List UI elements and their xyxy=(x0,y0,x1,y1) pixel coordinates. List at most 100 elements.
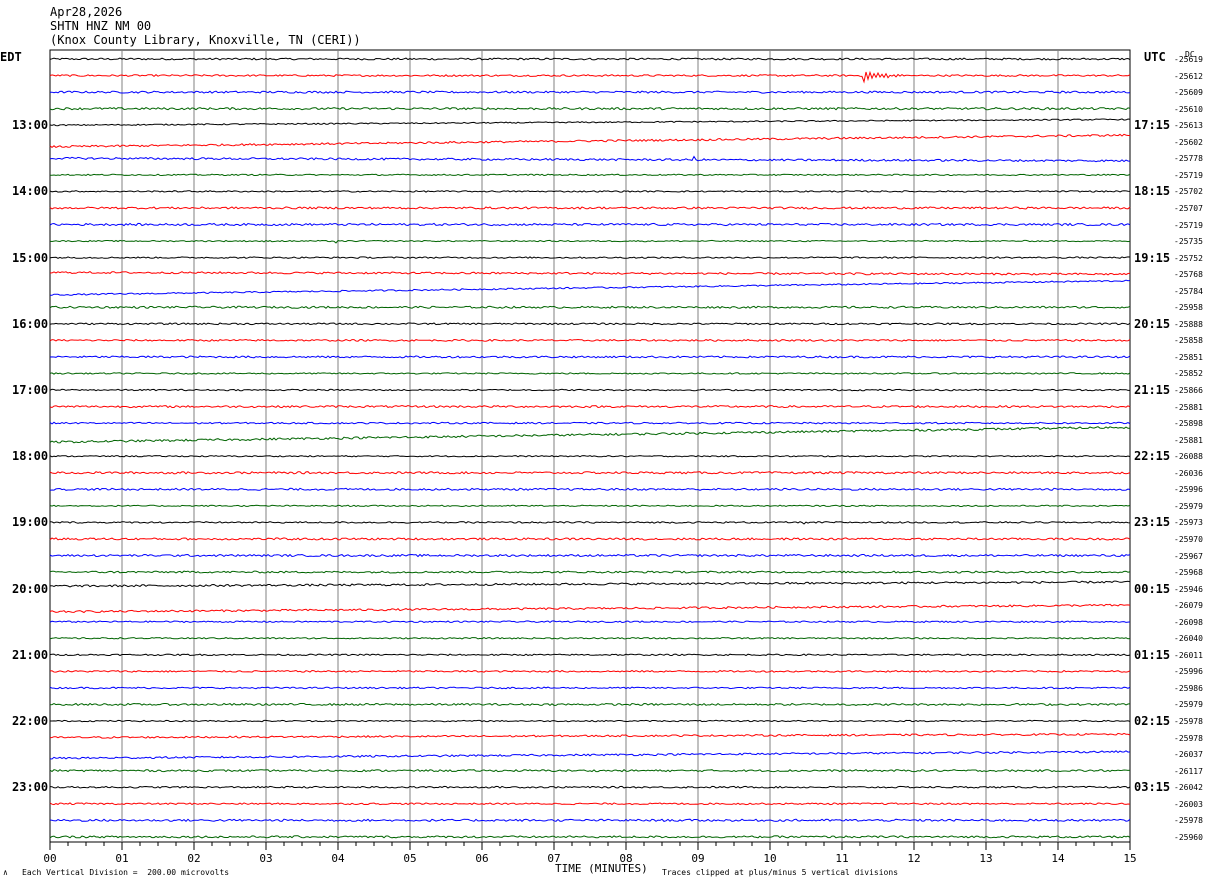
dc-offset-label: -25784 xyxy=(1174,286,1203,296)
dc-offset-label: -25996 xyxy=(1174,485,1203,495)
trace-row-3 xyxy=(49,106,1131,111)
scale-note: Each Vertical Division = 200.00 microvol… xyxy=(22,868,230,877)
corner-mark: ∧ xyxy=(3,868,8,877)
trace-row-27 xyxy=(49,504,1131,508)
dc-offset-label: -25946 xyxy=(1174,584,1203,594)
left-time-label: 21:00 xyxy=(12,647,49,662)
x-tick-label: 14 xyxy=(1051,852,1065,865)
dc-offset-label: -25707 xyxy=(1174,203,1203,213)
trace-row-12 xyxy=(49,256,1131,259)
dc-offset-label: -25619 xyxy=(1174,55,1203,64)
right-time-label: 03:15 xyxy=(1134,780,1171,795)
dc-offset-label: -25719 xyxy=(1174,170,1203,180)
trace-row-20 xyxy=(49,388,1130,392)
dc-offset-label: -25888 xyxy=(1174,319,1203,329)
dc-offset-label: -25602 xyxy=(1174,137,1203,147)
right-zone-label: UTC xyxy=(1144,50,1166,64)
trace-row-28 xyxy=(49,521,1131,525)
left-time-label: 18:00 xyxy=(12,449,49,464)
dc-offset-label: -25609 xyxy=(1174,88,1203,98)
left-time-label: 20:00 xyxy=(12,581,49,596)
x-tick-label: 10 xyxy=(763,852,776,865)
trace-row-0 xyxy=(49,57,1131,61)
dc-offset-label: -26117 xyxy=(1174,766,1203,776)
trace-row-19 xyxy=(49,372,1131,375)
dc-offset-label: -25702 xyxy=(1174,187,1203,197)
trace-row-40 xyxy=(50,719,1131,723)
dc-offset-label: -26079 xyxy=(1174,601,1203,611)
x-tick-label: 05 xyxy=(403,852,416,865)
right-time-label: 23:15 xyxy=(1134,515,1171,530)
trace-row-30 xyxy=(49,553,1131,558)
dc-offset-label: -25979 xyxy=(1174,501,1203,511)
dc-offset-label: -25610 xyxy=(1174,104,1203,114)
dc-offset-label: -25881 xyxy=(1174,402,1203,412)
dc-offset-label: -25986 xyxy=(1174,683,1203,693)
dc-offset-label: -25968 xyxy=(1174,568,1203,578)
x-tick-label: 12 xyxy=(907,852,920,865)
trace-row-4 xyxy=(49,118,1131,127)
dc-offset-label: -25719 xyxy=(1174,220,1203,230)
date-label: Apr28,2026 xyxy=(50,5,123,19)
x-tick-label: 01 xyxy=(115,852,128,865)
trace-row-22 xyxy=(49,421,1131,425)
left-time-label: 19:00 xyxy=(12,515,49,530)
right-time-label: 01:15 xyxy=(1134,647,1171,662)
dc-offset-label: -25613 xyxy=(1174,121,1203,131)
left-time-label: 14:00 xyxy=(12,184,49,199)
dc-offset-label: -25858 xyxy=(1174,336,1203,346)
trace-row-25 xyxy=(49,471,1131,475)
dc-offset-label: -26037 xyxy=(1174,750,1203,760)
x-tick-label: 11 xyxy=(835,852,848,865)
dc-offset-label: -25958 xyxy=(1174,303,1203,313)
trace-row-6 xyxy=(49,155,1131,163)
right-time-label: 19:15 xyxy=(1134,250,1171,265)
left-time-label: 13:00 xyxy=(12,118,49,133)
trace-row-2 xyxy=(49,90,1131,94)
x-tick-label: 02 xyxy=(187,852,200,865)
dc-offset-label: -25768 xyxy=(1174,270,1203,280)
trace-row-46 xyxy=(49,818,1131,823)
trace-row-11 xyxy=(49,239,1131,244)
station-label: SHTN HNZ NM 00 xyxy=(50,19,152,33)
right-time-label: 22:15 xyxy=(1134,449,1171,464)
right-time-label: 21:15 xyxy=(1134,383,1171,397)
trace-row-41 xyxy=(49,732,1131,739)
dc-offset-label: -25967 xyxy=(1174,551,1203,561)
plot-frame xyxy=(49,49,1131,843)
trace-row-18 xyxy=(49,355,1131,359)
left-time-label: 23:00 xyxy=(12,780,49,795)
dc-offset-label: -25778 xyxy=(1174,154,1203,164)
x-tick-label: 03 xyxy=(259,852,272,865)
location-label: (Knox County Library, Knoxville, TN (CER… xyxy=(50,33,361,47)
dc-offset-label: -26042 xyxy=(1174,783,1203,793)
dc-offset-label: -25881 xyxy=(1174,435,1203,445)
trace-row-24 xyxy=(49,455,1131,458)
trace-row-32 xyxy=(49,580,1131,588)
trace-row-21 xyxy=(49,404,1131,409)
trace-row-35 xyxy=(49,637,1131,640)
trace-row-43 xyxy=(49,769,1131,773)
trace-row-16 xyxy=(49,322,1131,326)
trace-row-38 xyxy=(49,686,1131,690)
x-tick-label: 06 xyxy=(475,852,488,865)
dc-offset-label: -26003 xyxy=(1174,799,1203,809)
dc-offset-label: -25852 xyxy=(1174,369,1203,379)
dc-offset-label: -25978 xyxy=(1174,733,1203,743)
dc-offset-label: -25973 xyxy=(1174,518,1203,528)
trace-row-5 xyxy=(49,133,1130,149)
trace-row-39 xyxy=(49,702,1131,707)
trace-row-44 xyxy=(49,785,1131,789)
dc-offset-label: -25970 xyxy=(1174,534,1203,544)
dc-offset-label: -26036 xyxy=(1174,468,1203,478)
dc-offset-label: -25979 xyxy=(1174,700,1203,710)
right-time-label: 17:15 xyxy=(1134,118,1171,133)
dc-offset-label: -26040 xyxy=(1174,634,1203,644)
dc-offset-label: -25960 xyxy=(1174,832,1203,842)
right-time-label: 18:15 xyxy=(1134,184,1171,199)
x-tick-label: 07 xyxy=(547,852,560,865)
trace-row-17 xyxy=(49,338,1131,342)
dc-offset-label: -25978 xyxy=(1174,816,1203,826)
x-tick-label: 08 xyxy=(619,852,632,865)
right-time-label: 20:15 xyxy=(1134,316,1171,331)
